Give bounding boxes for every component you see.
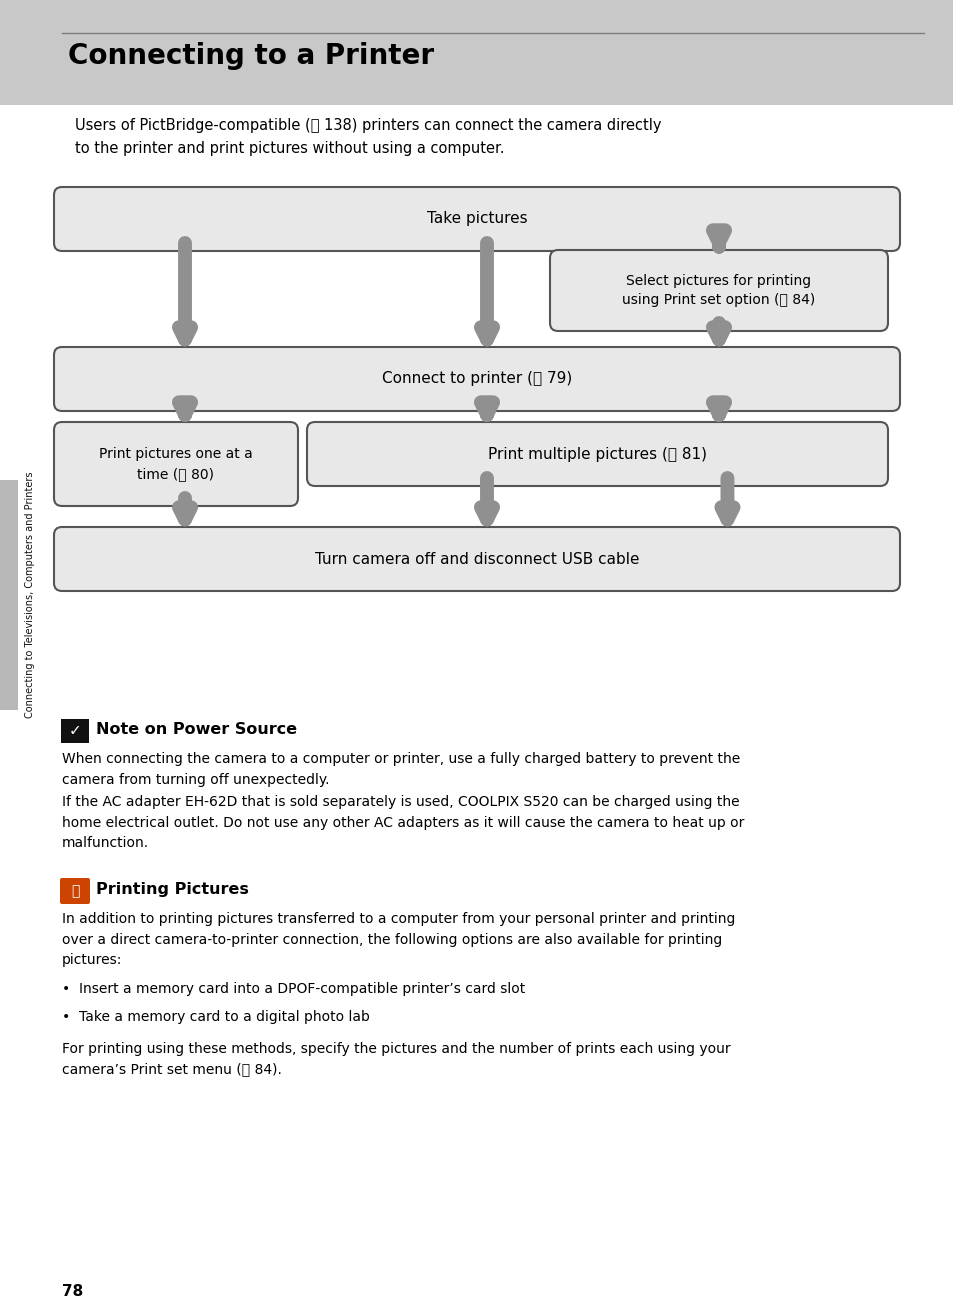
- FancyBboxPatch shape: [60, 878, 90, 904]
- Text: In addition to printing pictures transferred to a computer from your personal pr: In addition to printing pictures transfe…: [62, 912, 735, 967]
- FancyBboxPatch shape: [54, 527, 899, 591]
- Text: Print multiple pictures (Ⓡ 81): Print multiple pictures (Ⓡ 81): [488, 447, 706, 461]
- Text: 78: 78: [62, 1284, 83, 1300]
- FancyBboxPatch shape: [54, 347, 899, 411]
- Text: When connecting the camera to a computer or printer, use a fully charged battery: When connecting the camera to a computer…: [62, 752, 740, 787]
- Text: Note on Power Source: Note on Power Source: [96, 721, 296, 737]
- Text: Turn camera off and disconnect USB cable: Turn camera off and disconnect USB cable: [314, 552, 639, 566]
- FancyBboxPatch shape: [0, 0, 953, 105]
- Text: Connect to printer (Ⓡ 79): Connect to printer (Ⓡ 79): [381, 372, 572, 386]
- Text: Select pictures for printing
using Print set option (Ⓡ 84): Select pictures for printing using Print…: [621, 273, 815, 307]
- FancyBboxPatch shape: [54, 187, 899, 251]
- Text: Take pictures: Take pictures: [426, 212, 527, 226]
- Text: ✓: ✓: [69, 724, 81, 738]
- FancyBboxPatch shape: [550, 250, 887, 331]
- FancyBboxPatch shape: [61, 719, 89, 742]
- Text: •  Insert a memory card into a DPOF-compatible printer’s card slot: • Insert a memory card into a DPOF-compa…: [62, 982, 525, 996]
- FancyBboxPatch shape: [54, 422, 297, 506]
- Text: If the AC adapter EH-62D that is sold separately is used, COOLPIX S520 can be ch: If the AC adapter EH-62D that is sold se…: [62, 795, 743, 850]
- Text: Connecting to Televisions, Computers and Printers: Connecting to Televisions, Computers and…: [25, 472, 35, 719]
- Text: •  Take a memory card to a digital photo lab: • Take a memory card to a digital photo …: [62, 1010, 370, 1024]
- Text: Print pictures one at a
time (Ⓡ 80): Print pictures one at a time (Ⓡ 80): [99, 447, 253, 481]
- Text: Printing Pictures: Printing Pictures: [96, 882, 249, 897]
- Text: ⌕: ⌕: [71, 884, 79, 897]
- FancyBboxPatch shape: [0, 480, 18, 710]
- Text: For printing using these methods, specify the pictures and the number of prints : For printing using these methods, specif…: [62, 1042, 730, 1076]
- Text: Users of PictBridge-compatible (Ⓡ 138) printers can connect the camera directly
: Users of PictBridge-compatible (Ⓡ 138) p…: [75, 118, 660, 156]
- FancyBboxPatch shape: [307, 422, 887, 486]
- Text: Connecting to a Printer: Connecting to a Printer: [68, 42, 434, 70]
